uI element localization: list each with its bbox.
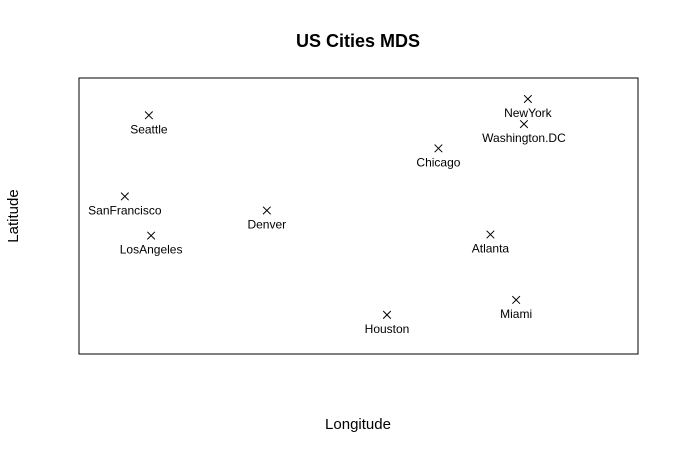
point-label: Chicago — [416, 155, 460, 169]
point-label: Miami — [500, 307, 532, 321]
y-axis-label: Latitude — [5, 189, 22, 242]
point-marker — [120, 192, 129, 201]
point-marker — [144, 111, 154, 120]
point-label: Atlanta — [472, 241, 510, 255]
point-marker — [486, 230, 495, 239]
point-label: Washington.DC — [482, 131, 566, 145]
point-marker — [519, 119, 529, 129]
point-label: Denver — [247, 217, 286, 231]
point-label: Seattle — [130, 122, 168, 136]
plot-frame — [78, 77, 639, 355]
point-marker — [262, 206, 271, 215]
points-layer: Seattle NewYork Washington.DC Chicago SanFra… — [88, 94, 566, 336]
point-label: NewYork — [504, 106, 553, 120]
x-axis-label: Longitude — [325, 416, 391, 433]
point-marker — [523, 94, 533, 104]
point-label: SanFrancisco — [88, 203, 162, 217]
point-marker — [511, 295, 521, 305]
point-marker — [146, 231, 156, 240]
chart-title: US Cities MDS — [296, 31, 420, 51]
point-marker — [382, 310, 392, 319]
point-label: LosAngeles — [120, 243, 183, 257]
point-marker — [434, 144, 443, 153]
point-label: Houston — [365, 322, 410, 336]
